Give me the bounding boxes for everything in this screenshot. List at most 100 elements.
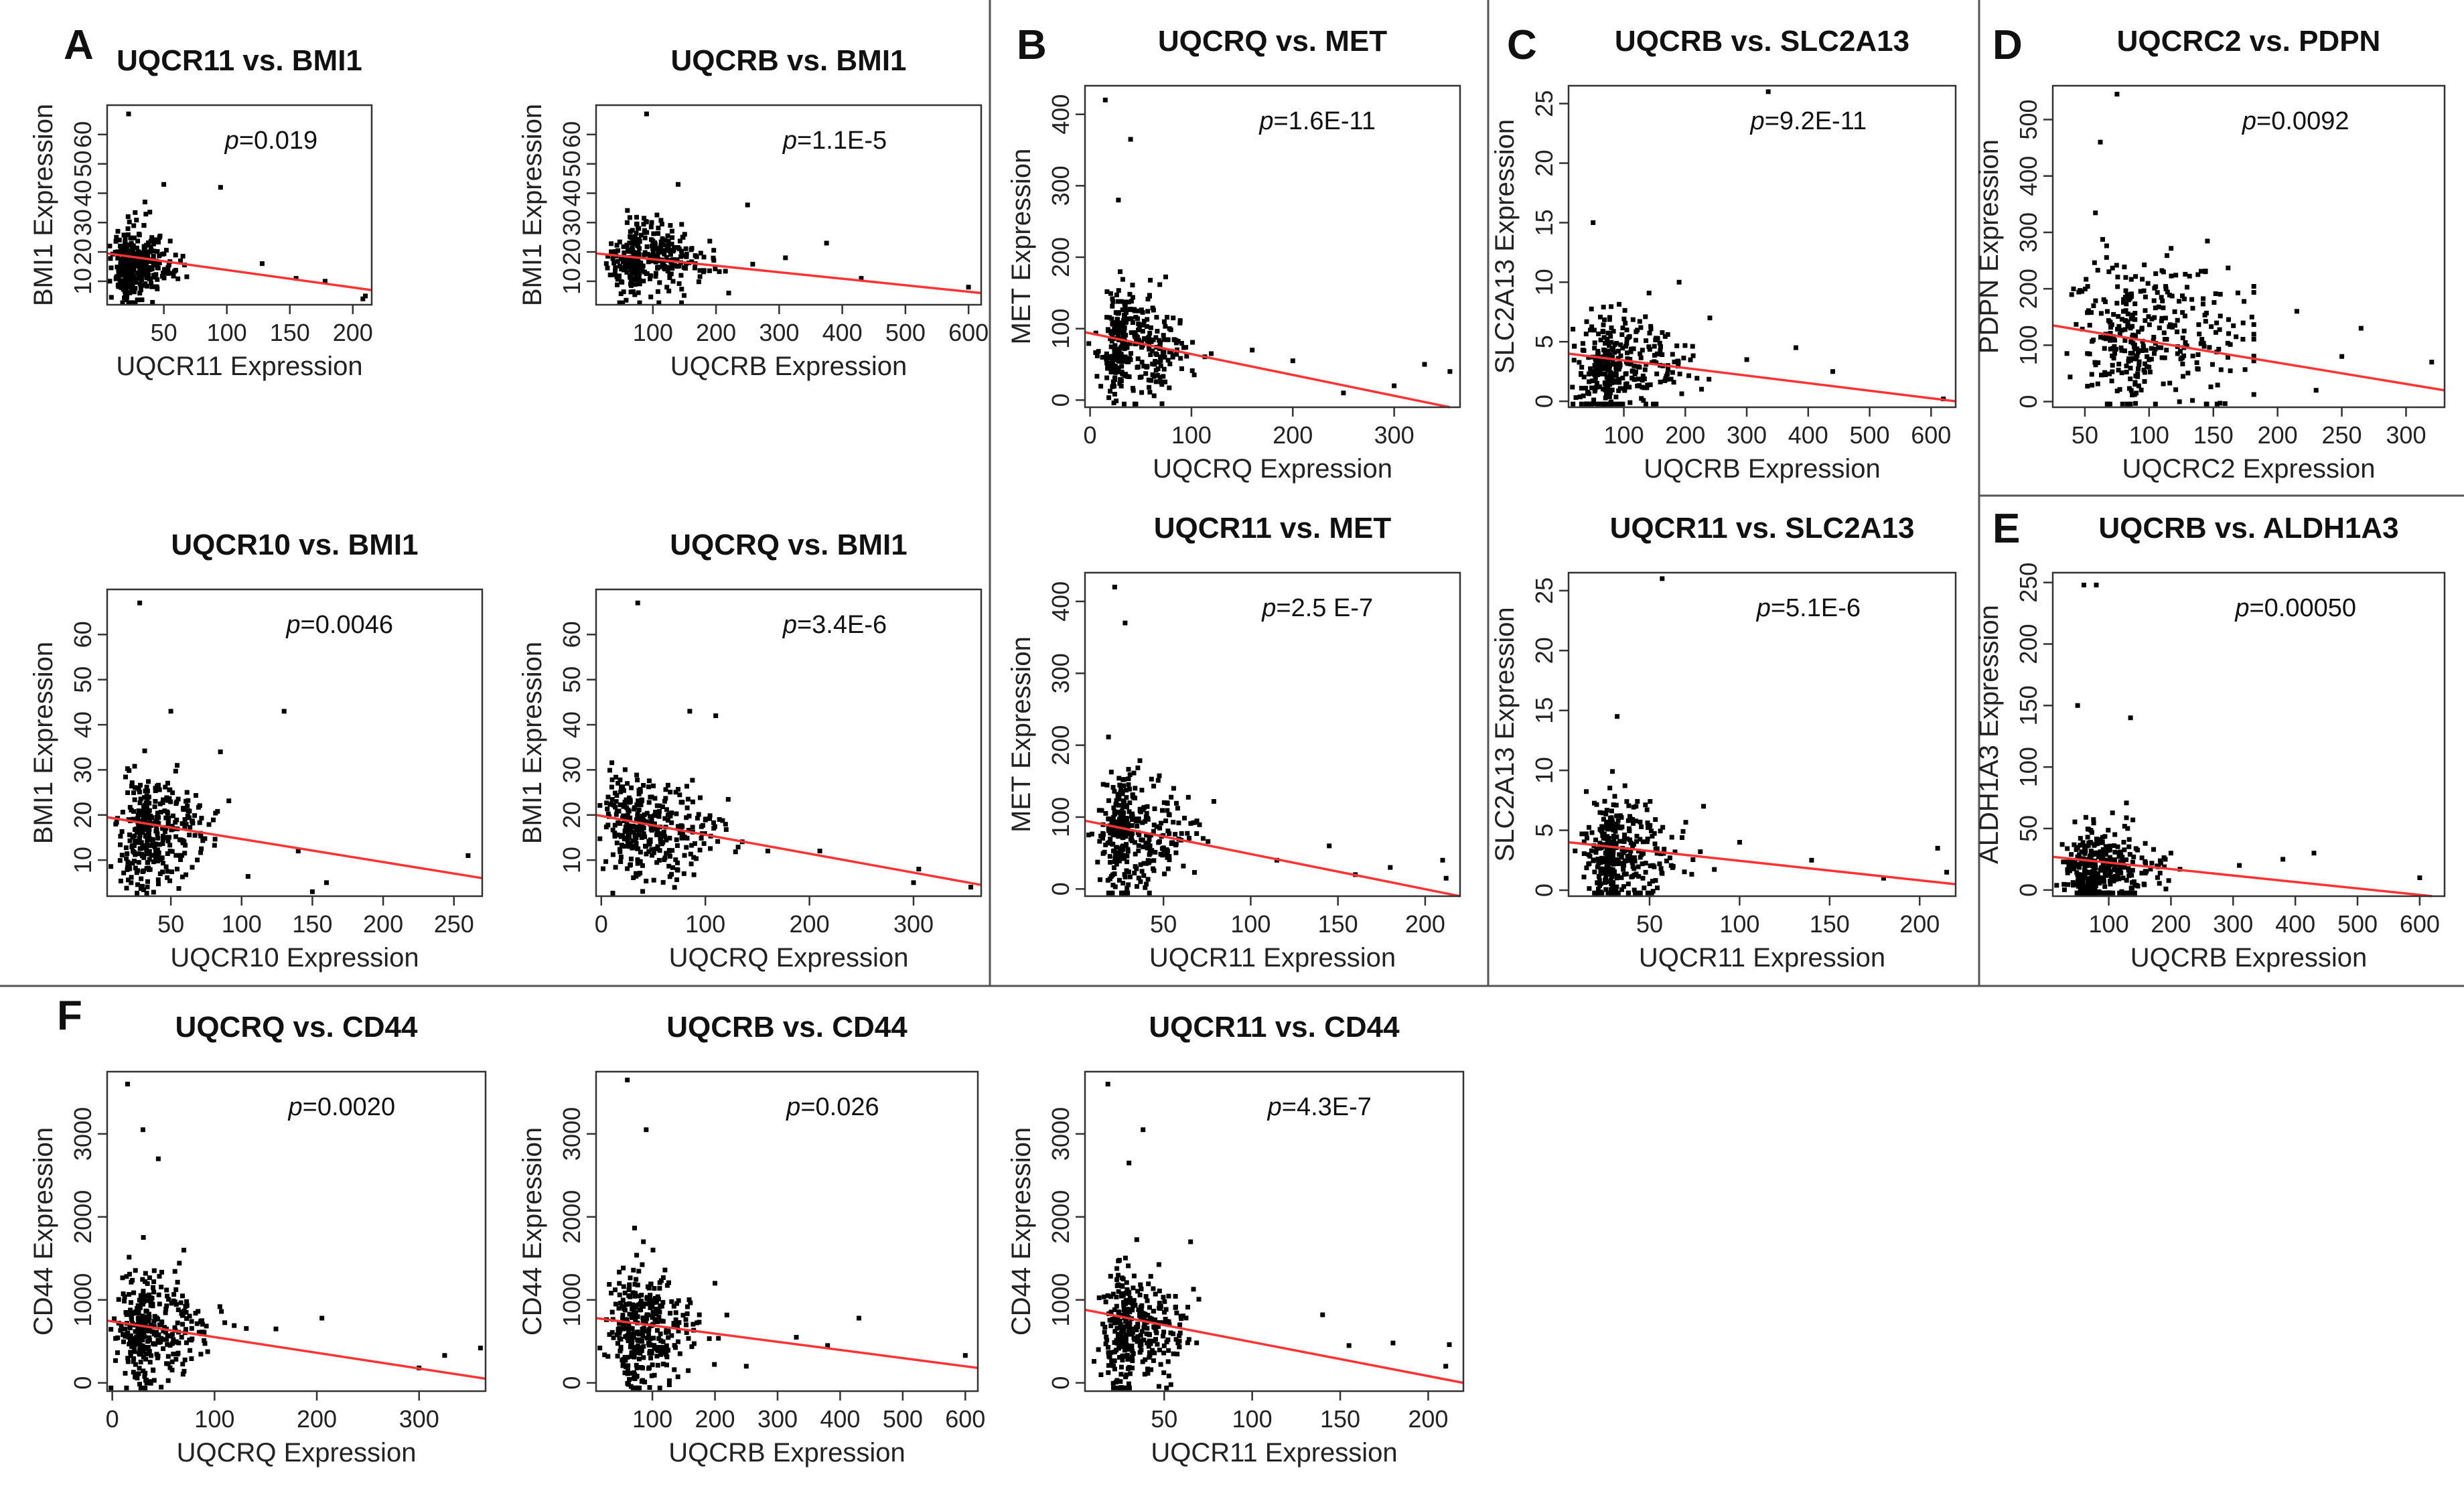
data-point <box>1632 842 1637 847</box>
data-point <box>124 297 129 303</box>
data-point <box>182 839 187 845</box>
data-point <box>640 1262 645 1267</box>
data-point <box>1110 831 1115 837</box>
data-point <box>2090 382 2095 388</box>
data-point <box>2059 842 2065 847</box>
data-point <box>2077 852 2082 857</box>
data-point <box>169 1359 175 1364</box>
data-point <box>165 265 171 270</box>
data-point <box>122 269 127 274</box>
data-point <box>1598 860 1603 865</box>
data-point <box>1116 369 1121 374</box>
data-point <box>1156 1384 1161 1389</box>
data-point <box>1161 845 1166 851</box>
data-point <box>1646 344 1652 350</box>
data-point <box>1629 860 1635 865</box>
data-point <box>662 816 668 821</box>
data-point <box>622 835 628 841</box>
data-point <box>149 280 154 285</box>
data-point <box>1935 845 1940 851</box>
data-point <box>1628 849 1634 854</box>
data-point <box>2094 837 2099 842</box>
y-axis-label: CD44 Expression <box>1007 1127 1036 1336</box>
data-point <box>2124 815 2129 820</box>
data-point <box>1124 804 1129 810</box>
x-tick-label: 50 <box>1150 910 1177 938</box>
data-point <box>273 1326 279 1332</box>
data-point <box>1140 820 1145 825</box>
data-point <box>1443 1364 1449 1369</box>
data-point <box>1648 828 1654 833</box>
data-point <box>1631 820 1636 826</box>
data-point <box>169 869 175 875</box>
data-point <box>2107 847 2112 853</box>
y-tick-label: 2000 <box>1047 1190 1074 1244</box>
data-point <box>711 255 716 261</box>
data-point <box>1656 851 1662 856</box>
data-point <box>145 1281 150 1286</box>
data-point <box>1619 814 1624 820</box>
data-point <box>614 242 620 248</box>
data-point <box>2185 370 2191 376</box>
data-point <box>2203 310 2209 315</box>
data-point <box>1130 831 1135 836</box>
data-point <box>1124 319 1129 325</box>
data-point <box>1602 317 1607 322</box>
data-point <box>1177 1338 1182 1344</box>
data-point <box>2126 873 2132 878</box>
data-point <box>1104 351 1109 356</box>
data-point <box>1141 1338 1147 1343</box>
data-point <box>1653 817 1658 823</box>
data-point <box>630 289 636 294</box>
data-point <box>1126 882 1131 887</box>
data-point <box>614 274 620 279</box>
data-point <box>1147 330 1153 336</box>
data-point <box>1655 885 1660 891</box>
data-point <box>183 843 188 848</box>
data-point <box>1604 819 1609 825</box>
data-point <box>2098 139 2103 145</box>
data-point <box>155 248 160 254</box>
y-tick-label: 1000 <box>69 1273 96 1327</box>
data-point <box>1593 850 1599 855</box>
data-point <box>2116 368 2121 373</box>
data-point <box>1598 871 1603 876</box>
data-point <box>1188 820 1193 826</box>
data-point <box>1628 362 1634 367</box>
data-point <box>2110 890 2116 896</box>
data-point <box>1154 1330 1159 1336</box>
data-point <box>686 828 691 833</box>
data-point <box>1145 1313 1151 1318</box>
data-point <box>655 265 660 270</box>
data-point <box>1664 373 1669 378</box>
data-point <box>1658 344 1663 349</box>
data-point <box>1147 1332 1152 1338</box>
data-point <box>1151 868 1157 873</box>
data-point <box>1147 1350 1152 1355</box>
data-point <box>662 238 668 243</box>
data-point <box>1136 848 1141 853</box>
data-point <box>136 851 141 857</box>
data-point <box>2226 331 2232 336</box>
data-point <box>2143 318 2148 324</box>
data-point <box>1143 1311 1148 1317</box>
data-point <box>1652 831 1657 836</box>
data-point <box>147 1360 153 1365</box>
data-point <box>1153 351 1159 356</box>
data-point <box>1155 1342 1160 1347</box>
data-point <box>1122 1342 1127 1347</box>
data-point <box>1183 1315 1189 1321</box>
data-point <box>1100 831 1106 836</box>
data-point <box>140 1326 145 1332</box>
data-point <box>1152 362 1157 367</box>
panel-letter-f: F <box>57 993 82 1039</box>
data-point <box>1114 1303 1119 1309</box>
data-point <box>660 236 665 241</box>
data-point <box>2122 338 2128 343</box>
data-point <box>1682 343 1688 348</box>
data-point <box>1124 842 1129 847</box>
data-point <box>1165 337 1171 342</box>
data-point <box>621 1360 626 1366</box>
data-point <box>129 808 134 812</box>
data-point <box>1615 890 1621 896</box>
